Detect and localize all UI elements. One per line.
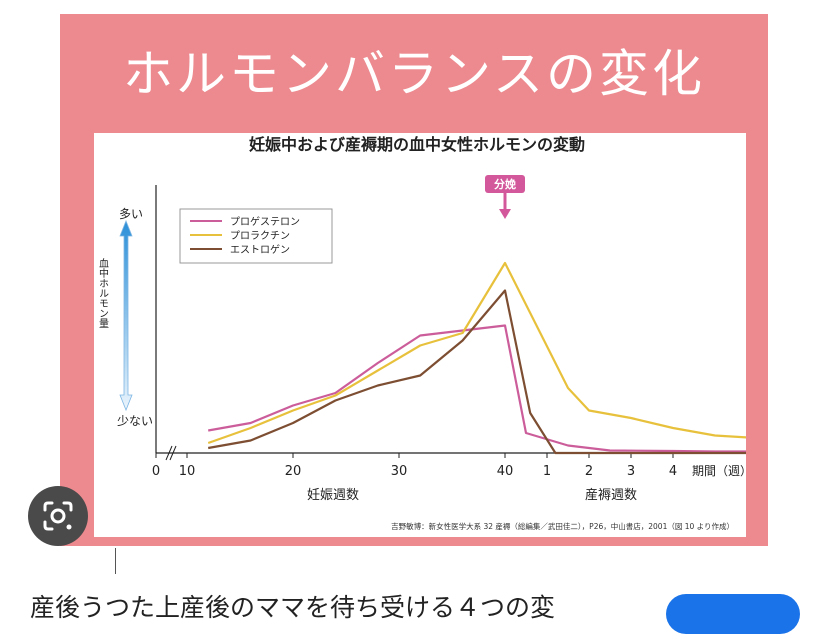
action-button[interactable] bbox=[666, 594, 800, 634]
connector-line bbox=[115, 548, 116, 574]
axis-break bbox=[169, 445, 177, 461]
event-arrow-icon bbox=[499, 209, 511, 219]
lens-icon bbox=[43, 501, 73, 531]
series-line-2 bbox=[208, 289, 746, 455]
caption-link[interactable]: 産後うつた上産後のママを待ち受ける４つの変 bbox=[30, 593, 556, 622]
x-tick-label: 10 bbox=[179, 464, 196, 479]
x-tick-label: 30 bbox=[391, 464, 408, 479]
x-tick-label: 3 bbox=[627, 464, 635, 479]
x-tick-label: 20 bbox=[285, 464, 302, 479]
event-label: 分娩 bbox=[494, 177, 516, 191]
x-tick-label: 2 bbox=[585, 464, 593, 479]
y-high-label: 多い bbox=[119, 207, 143, 221]
y-low-label: 少ない bbox=[117, 414, 153, 428]
chart-title: 妊娠中および産褥期の血中女性ホルモンの変動 bbox=[249, 135, 585, 154]
axes: 0 10 20 30 40 1 2 3 4 期間（週） 妊娠週数 産褥週数 bbox=[152, 185, 746, 503]
axis-break bbox=[165, 445, 173, 461]
x-label-postpartum: 産褥週数 bbox=[585, 487, 637, 503]
event-badge bbox=[485, 175, 525, 193]
x-tick-label: 4 bbox=[669, 464, 677, 479]
x-axis-unit: 期間（週） bbox=[692, 464, 746, 478]
y-axis-label: 血中ホルモン量 bbox=[97, 257, 109, 328]
y-indicator: 多い 少ない 血中ホルモン量 bbox=[97, 207, 154, 428]
double-arrow-icon bbox=[119, 219, 133, 412]
x-tick-label: 1 bbox=[543, 464, 551, 479]
legend-label: プロラクチン bbox=[230, 230, 290, 242]
event-marker: 分娩 bbox=[485, 175, 525, 219]
x-tick-label: 0 bbox=[152, 464, 160, 479]
lens-button[interactable] bbox=[28, 486, 88, 546]
hormone-chart: 妊娠中および産褥期の血中女性ホルモンの変動 多い 少ない 血中ホルモン量 プロゲ… bbox=[97, 135, 746, 531]
legend-label: プロゲステロン bbox=[230, 216, 300, 228]
x-tick-label: 40 bbox=[497, 464, 514, 479]
chart-panel: 妊娠中および産褥期の血中女性ホルモンの変動 多い 少ない 血中ホルモン量 プロゲ… bbox=[94, 133, 746, 537]
series-line-1 bbox=[207, 261, 746, 445]
source-note: 吉野敏博：新女性医学大系 32 産褥（総編集／武田佳二），P26，中山書店，20… bbox=[391, 521, 734, 531]
series-line-0 bbox=[208, 324, 746, 453]
banner-title: ホルモンバランスの変化 bbox=[123, 45, 705, 103]
legend-label: エストロゲン bbox=[230, 244, 290, 256]
x-label-pregnancy: 妊娠週数 bbox=[307, 488, 359, 503]
